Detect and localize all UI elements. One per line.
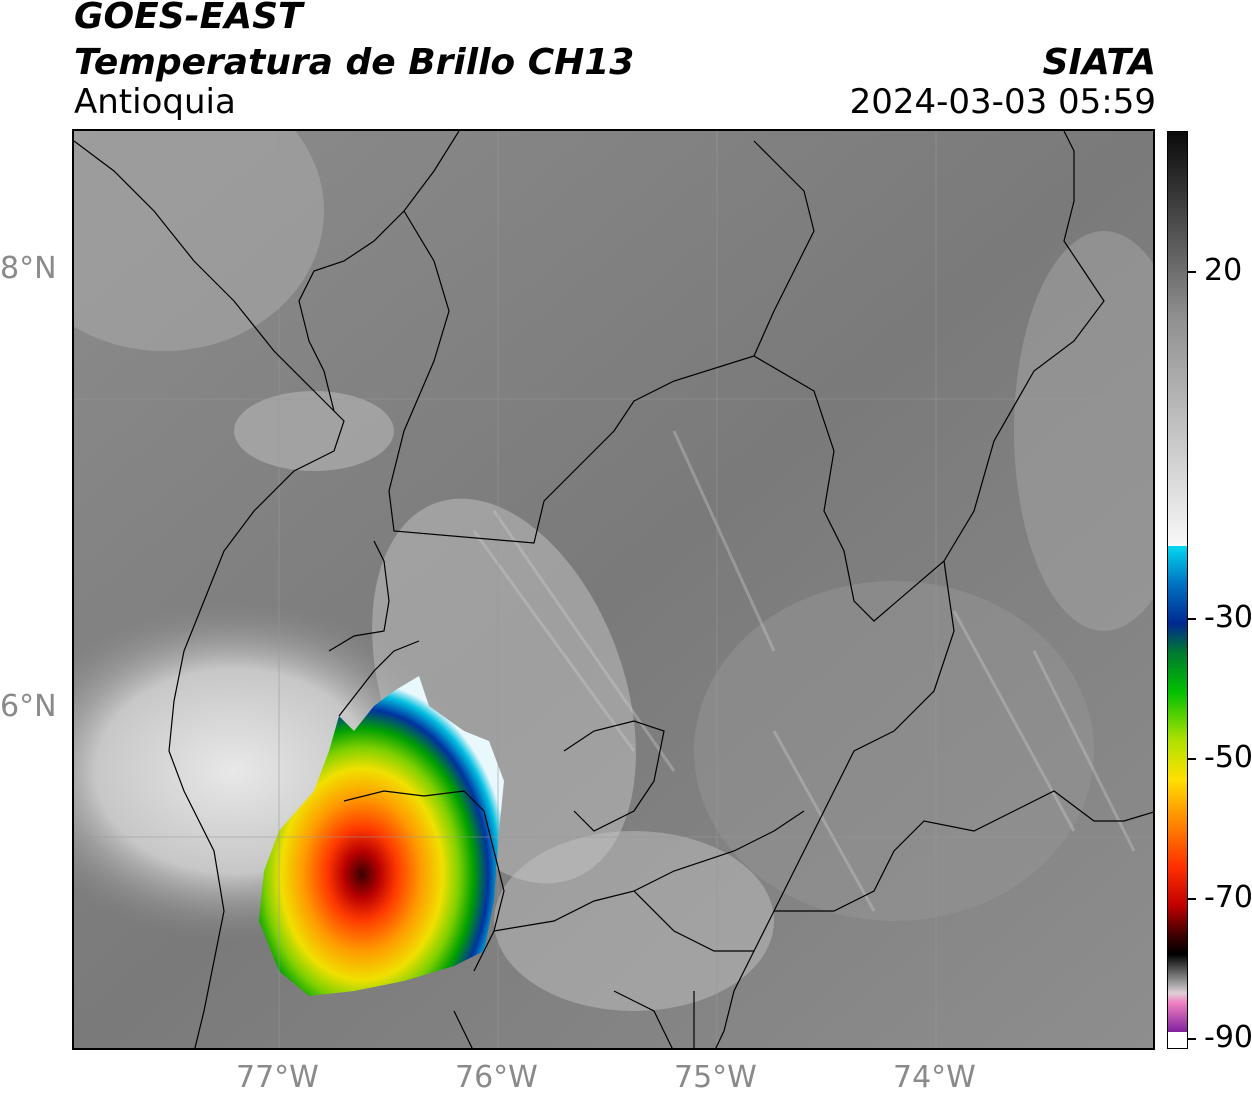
lon-label-76w: 76°W (455, 1060, 538, 1095)
colorbar-label-m90: -90 (1204, 1020, 1252, 1055)
product-title: Temperatura de Brillo CH13 (74, 42, 635, 83)
lon-label-74w: 74°W (893, 1060, 976, 1095)
colorbar-gradient (1168, 132, 1187, 1048)
lat-label-8n: 8°N (0, 251, 57, 286)
colorbar-label-m70: -70 (1204, 880, 1252, 915)
convective-storm (259, 676, 504, 996)
lon-label-77w: 77°W (236, 1060, 319, 1095)
region-label: Antioquia (74, 82, 236, 122)
lon-label-75w: 75°W (674, 1060, 757, 1095)
map-svg (74, 131, 1153, 1048)
colorbar-label-m50: -50 (1204, 740, 1252, 775)
colorbar-label-m30: -30 (1204, 600, 1252, 635)
agency-label: SIATA (1042, 42, 1156, 83)
boundaries (74, 131, 1153, 1048)
colorbar-tick (1188, 898, 1196, 900)
satellite-title: GOES-EAST (74, 0, 303, 37)
colorbar (1167, 131, 1188, 1049)
graticule (74, 131, 1153, 1048)
datetime-label: 2024-03-03 05:59 (849, 82, 1156, 122)
colorbar-label-20: 20 (1204, 253, 1243, 288)
colorbar-tick (1188, 271, 1196, 273)
map-panel[interactable] (72, 129, 1155, 1050)
colorbar-tick (1188, 1038, 1196, 1040)
lat-label-6n: 6°N (0, 689, 57, 724)
colorbar-tick (1188, 758, 1196, 760)
colorbar-tick (1188, 618, 1196, 620)
